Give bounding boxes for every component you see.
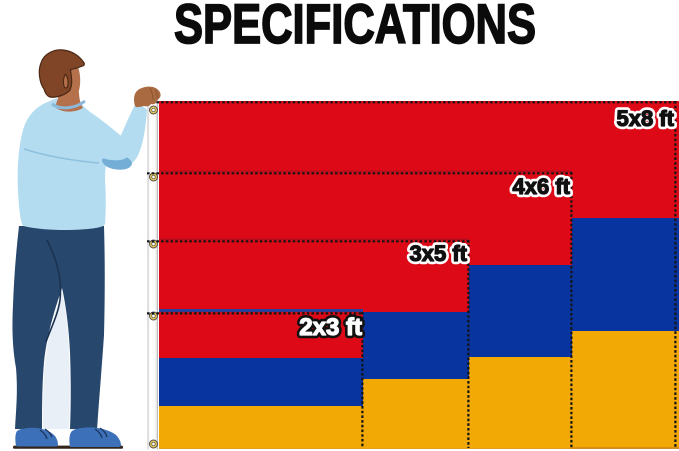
svg-text:2x3 ft: 2x3 ft: [299, 314, 362, 341]
svg-text:3x5 ft: 3x5 ft: [410, 241, 468, 266]
svg-text:3x5 ft: 3x5 ft: [410, 241, 468, 266]
svg-text:5x8 ft: 5x8 ft: [617, 106, 675, 131]
svg-text:SPECIFICATIONS: SPECIFICATIONS: [174, 0, 536, 55]
svg-text:4x6 ft: 4x6 ft: [513, 174, 571, 199]
svg-text:4x6 ft: 4x6 ft: [513, 174, 571, 199]
svg-text:5x8 ft: 5x8 ft: [617, 106, 675, 131]
svg-text:2x3 ft: 2x3 ft: [299, 314, 362, 341]
